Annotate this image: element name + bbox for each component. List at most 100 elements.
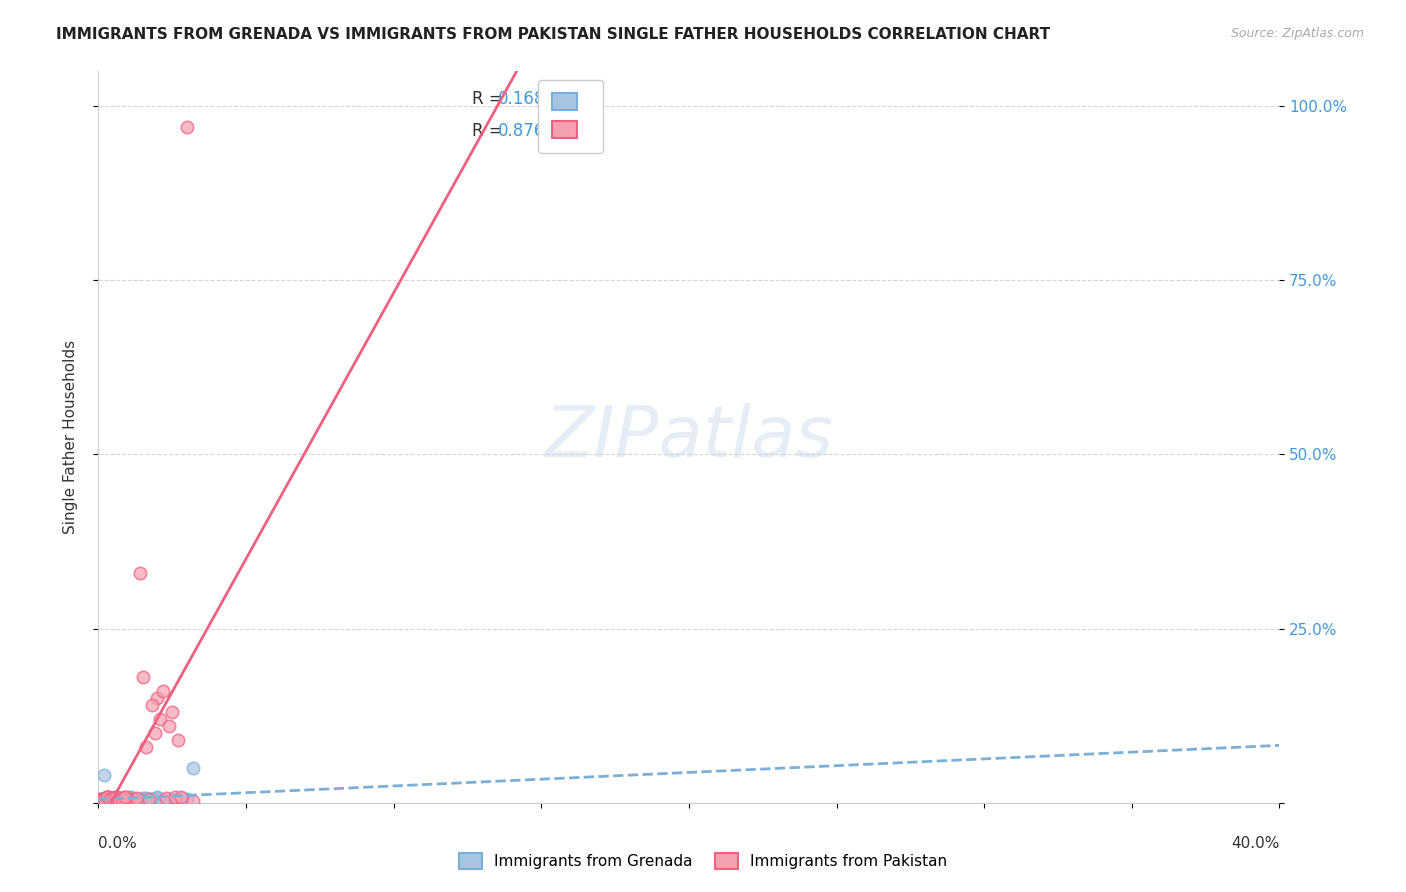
Text: N =: N =	[546, 121, 582, 140]
Point	[122, 794, 145, 808]
Point	[93, 768, 115, 782]
Point	[167, 733, 190, 747]
Point	[105, 794, 128, 808]
Point	[111, 791, 134, 805]
Point	[98, 792, 121, 806]
Point	[141, 698, 163, 713]
Point	[162, 705, 183, 719]
Point	[114, 792, 136, 806]
Point	[125, 791, 148, 805]
Point	[117, 792, 139, 806]
Point	[90, 794, 112, 808]
Point	[98, 790, 121, 805]
Point	[135, 792, 157, 806]
Point	[93, 791, 115, 805]
Point	[122, 791, 145, 805]
Point	[143, 793, 166, 807]
Point	[93, 794, 115, 808]
Point	[111, 791, 134, 805]
Point	[96, 791, 118, 805]
Point	[103, 791, 125, 805]
Point	[103, 794, 125, 808]
Point	[108, 793, 131, 807]
Point	[111, 793, 134, 807]
Point	[98, 793, 121, 807]
Point	[128, 566, 150, 580]
Point	[176, 792, 198, 806]
Point	[98, 793, 121, 807]
Point	[105, 789, 128, 804]
Point	[103, 791, 125, 805]
Point	[98, 793, 121, 807]
Point	[114, 791, 136, 805]
Text: R =: R =	[471, 121, 508, 140]
Point	[141, 792, 163, 806]
Legend: , : ,	[538, 79, 603, 153]
Point	[93, 794, 115, 808]
Point	[103, 791, 125, 805]
Point	[96, 790, 118, 805]
Point	[157, 719, 180, 733]
Point	[105, 791, 128, 805]
Text: 66: 66	[571, 121, 593, 140]
Point	[149, 792, 172, 806]
Point	[111, 791, 134, 805]
Point	[181, 794, 204, 808]
Point	[138, 791, 160, 805]
Point	[111, 791, 134, 805]
Point	[90, 792, 112, 806]
Point	[128, 793, 150, 807]
Point	[135, 791, 157, 805]
Point	[98, 793, 121, 807]
Y-axis label: Single Father Households: Single Father Households	[63, 340, 77, 534]
Point	[105, 794, 128, 808]
Point	[108, 792, 131, 806]
Text: N =: N =	[546, 89, 582, 108]
Point	[96, 791, 118, 805]
Text: 40.0%: 40.0%	[1232, 836, 1279, 851]
Point	[93, 792, 115, 806]
Point	[120, 793, 142, 807]
Point	[93, 794, 115, 808]
Point	[103, 791, 125, 805]
Point	[96, 790, 118, 805]
Point	[149, 712, 172, 726]
Point	[155, 791, 177, 805]
Point	[120, 790, 142, 805]
Point	[103, 791, 125, 805]
Point	[96, 790, 118, 805]
Point	[96, 791, 118, 805]
Point	[90, 792, 112, 806]
Point	[132, 791, 155, 805]
Point	[146, 791, 169, 805]
Point	[90, 792, 112, 806]
Point	[114, 792, 136, 806]
Point	[114, 790, 136, 805]
Text: R =: R =	[471, 89, 508, 108]
Point	[105, 789, 128, 804]
Point	[132, 670, 155, 684]
Point	[90, 793, 112, 807]
Point	[141, 791, 163, 805]
Text: 0.168: 0.168	[498, 89, 546, 108]
Point	[90, 794, 112, 808]
Point	[181, 761, 204, 775]
Point	[122, 792, 145, 806]
Point	[117, 792, 139, 806]
Text: ZIPatlas: ZIPatlas	[544, 402, 834, 472]
Point	[170, 791, 193, 805]
Point	[96, 791, 118, 805]
Text: Source: ZipAtlas.com: Source: ZipAtlas.com	[1230, 27, 1364, 40]
Point	[90, 792, 112, 806]
Point	[114, 790, 136, 805]
Point	[96, 790, 118, 805]
Point	[105, 792, 128, 806]
Point	[111, 793, 134, 807]
Point	[176, 120, 198, 134]
Point	[117, 790, 139, 805]
Text: 50: 50	[571, 89, 593, 108]
Point	[96, 792, 118, 806]
Point	[90, 793, 112, 807]
Point	[143, 726, 166, 740]
Point	[108, 791, 131, 805]
